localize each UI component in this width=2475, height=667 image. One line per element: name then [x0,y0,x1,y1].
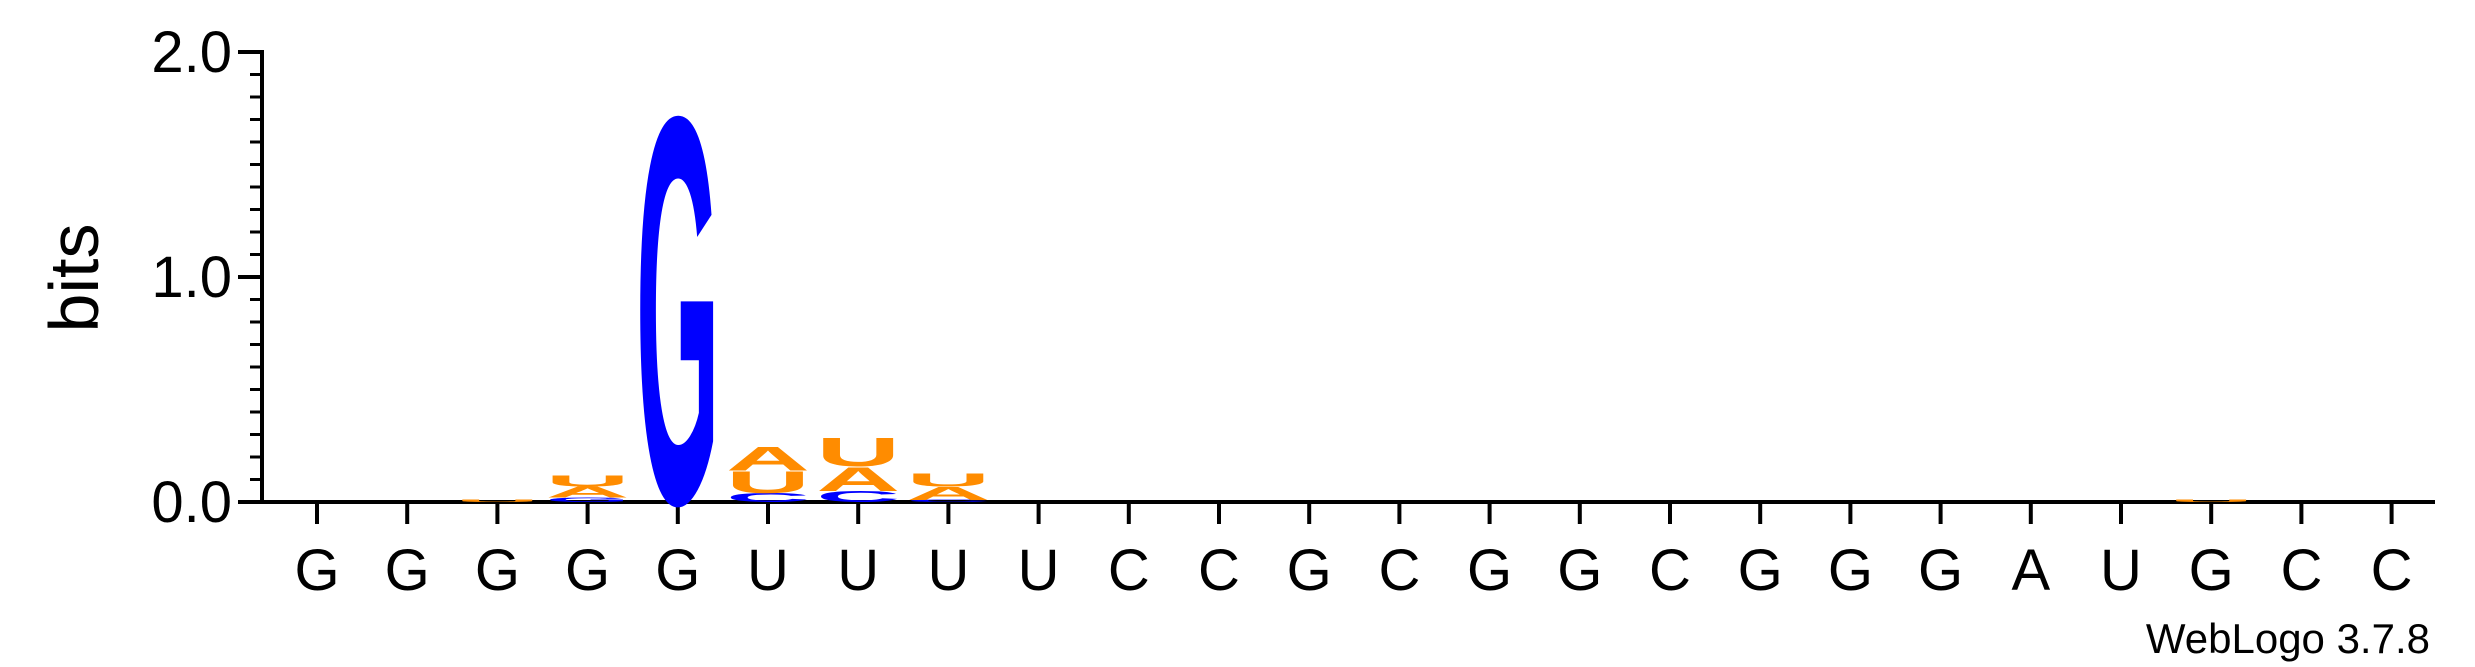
x-tick-label: G [1828,538,1873,603]
x-tick-label: U [927,538,969,603]
y-ticks: 0.0 1.0 2.0 [151,20,262,535]
logo-letter-c: C [906,499,990,502]
y-tick-label: 0.0 [151,470,232,535]
x-tick-label: A [2011,538,2050,603]
x-tick-label: C [2371,538,2413,603]
x-tick-label: U [747,538,789,603]
logo-letter-g: G [636,2,720,620]
x-tick-label: G [655,538,700,603]
x-tick-label: G [385,538,430,603]
axes [260,50,2435,504]
logo-letter-a: A [906,483,990,504]
x-tick-label: C [1378,538,1420,603]
x-tick-label: U [1018,538,1060,603]
logo-letter-u: U [726,465,810,500]
logo-letter-g: G [546,496,630,503]
y-axis-label: bits [35,224,113,333]
logo-letter-u: U [455,499,539,502]
x-tick-label: G [294,538,339,603]
logo-letter-u: U [546,472,630,490]
x-tick-label: G [2189,538,2234,603]
y-tick-label: 1.0 [151,245,232,310]
x-tick-label: G [1557,538,1602,603]
x-tick-label: G [1918,538,1963,603]
logo-letter-c: C [726,491,810,505]
logo-letter-u: U [2169,499,2253,502]
logo-letter-a: A [726,440,810,478]
x-tick-label: G [475,538,520,603]
x-tick-label: U [2100,538,2142,603]
logo-letter-a: A [546,483,630,501]
x-tick-label: G [1287,538,1332,603]
weblogo-version-label: WebLogo 3.7.8 [2146,615,2430,662]
x-tick-label: G [1467,538,1512,603]
x-tick-label: G [565,538,610,603]
logo-letter-c: C [816,488,900,506]
x-tick-label: C [1649,538,1691,603]
x-tick-label: C [1198,538,1240,603]
x-tick-label: U [837,538,879,603]
logo-letter-a: A [816,460,900,498]
y-tick-label: 2.0 [151,20,232,85]
x-tick-label: C [2280,538,2322,603]
logo-letter-u: U [906,469,990,490]
x-tick-label: C [1108,538,1150,603]
logo-letter-u: U [816,430,900,475]
x-tick-label: G [1738,538,1783,603]
